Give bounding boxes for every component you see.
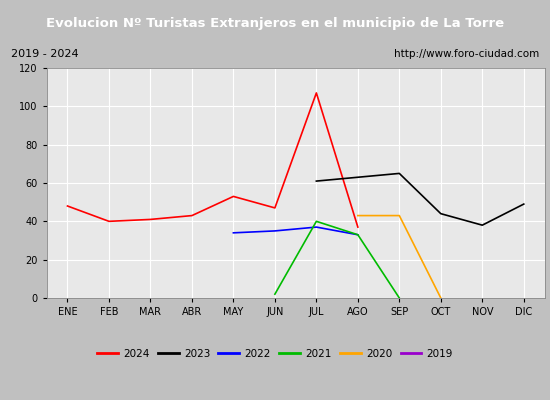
Text: http://www.foro-ciudad.com: http://www.foro-ciudad.com [394, 49, 539, 59]
Text: 2019 - 2024: 2019 - 2024 [11, 49, 79, 59]
Legend: 2024, 2023, 2022, 2021, 2020, 2019: 2024, 2023, 2022, 2021, 2020, 2019 [93, 345, 457, 363]
Text: Evolucion Nº Turistas Extranjeros en el municipio de La Torre: Evolucion Nº Turistas Extranjeros en el … [46, 16, 504, 30]
